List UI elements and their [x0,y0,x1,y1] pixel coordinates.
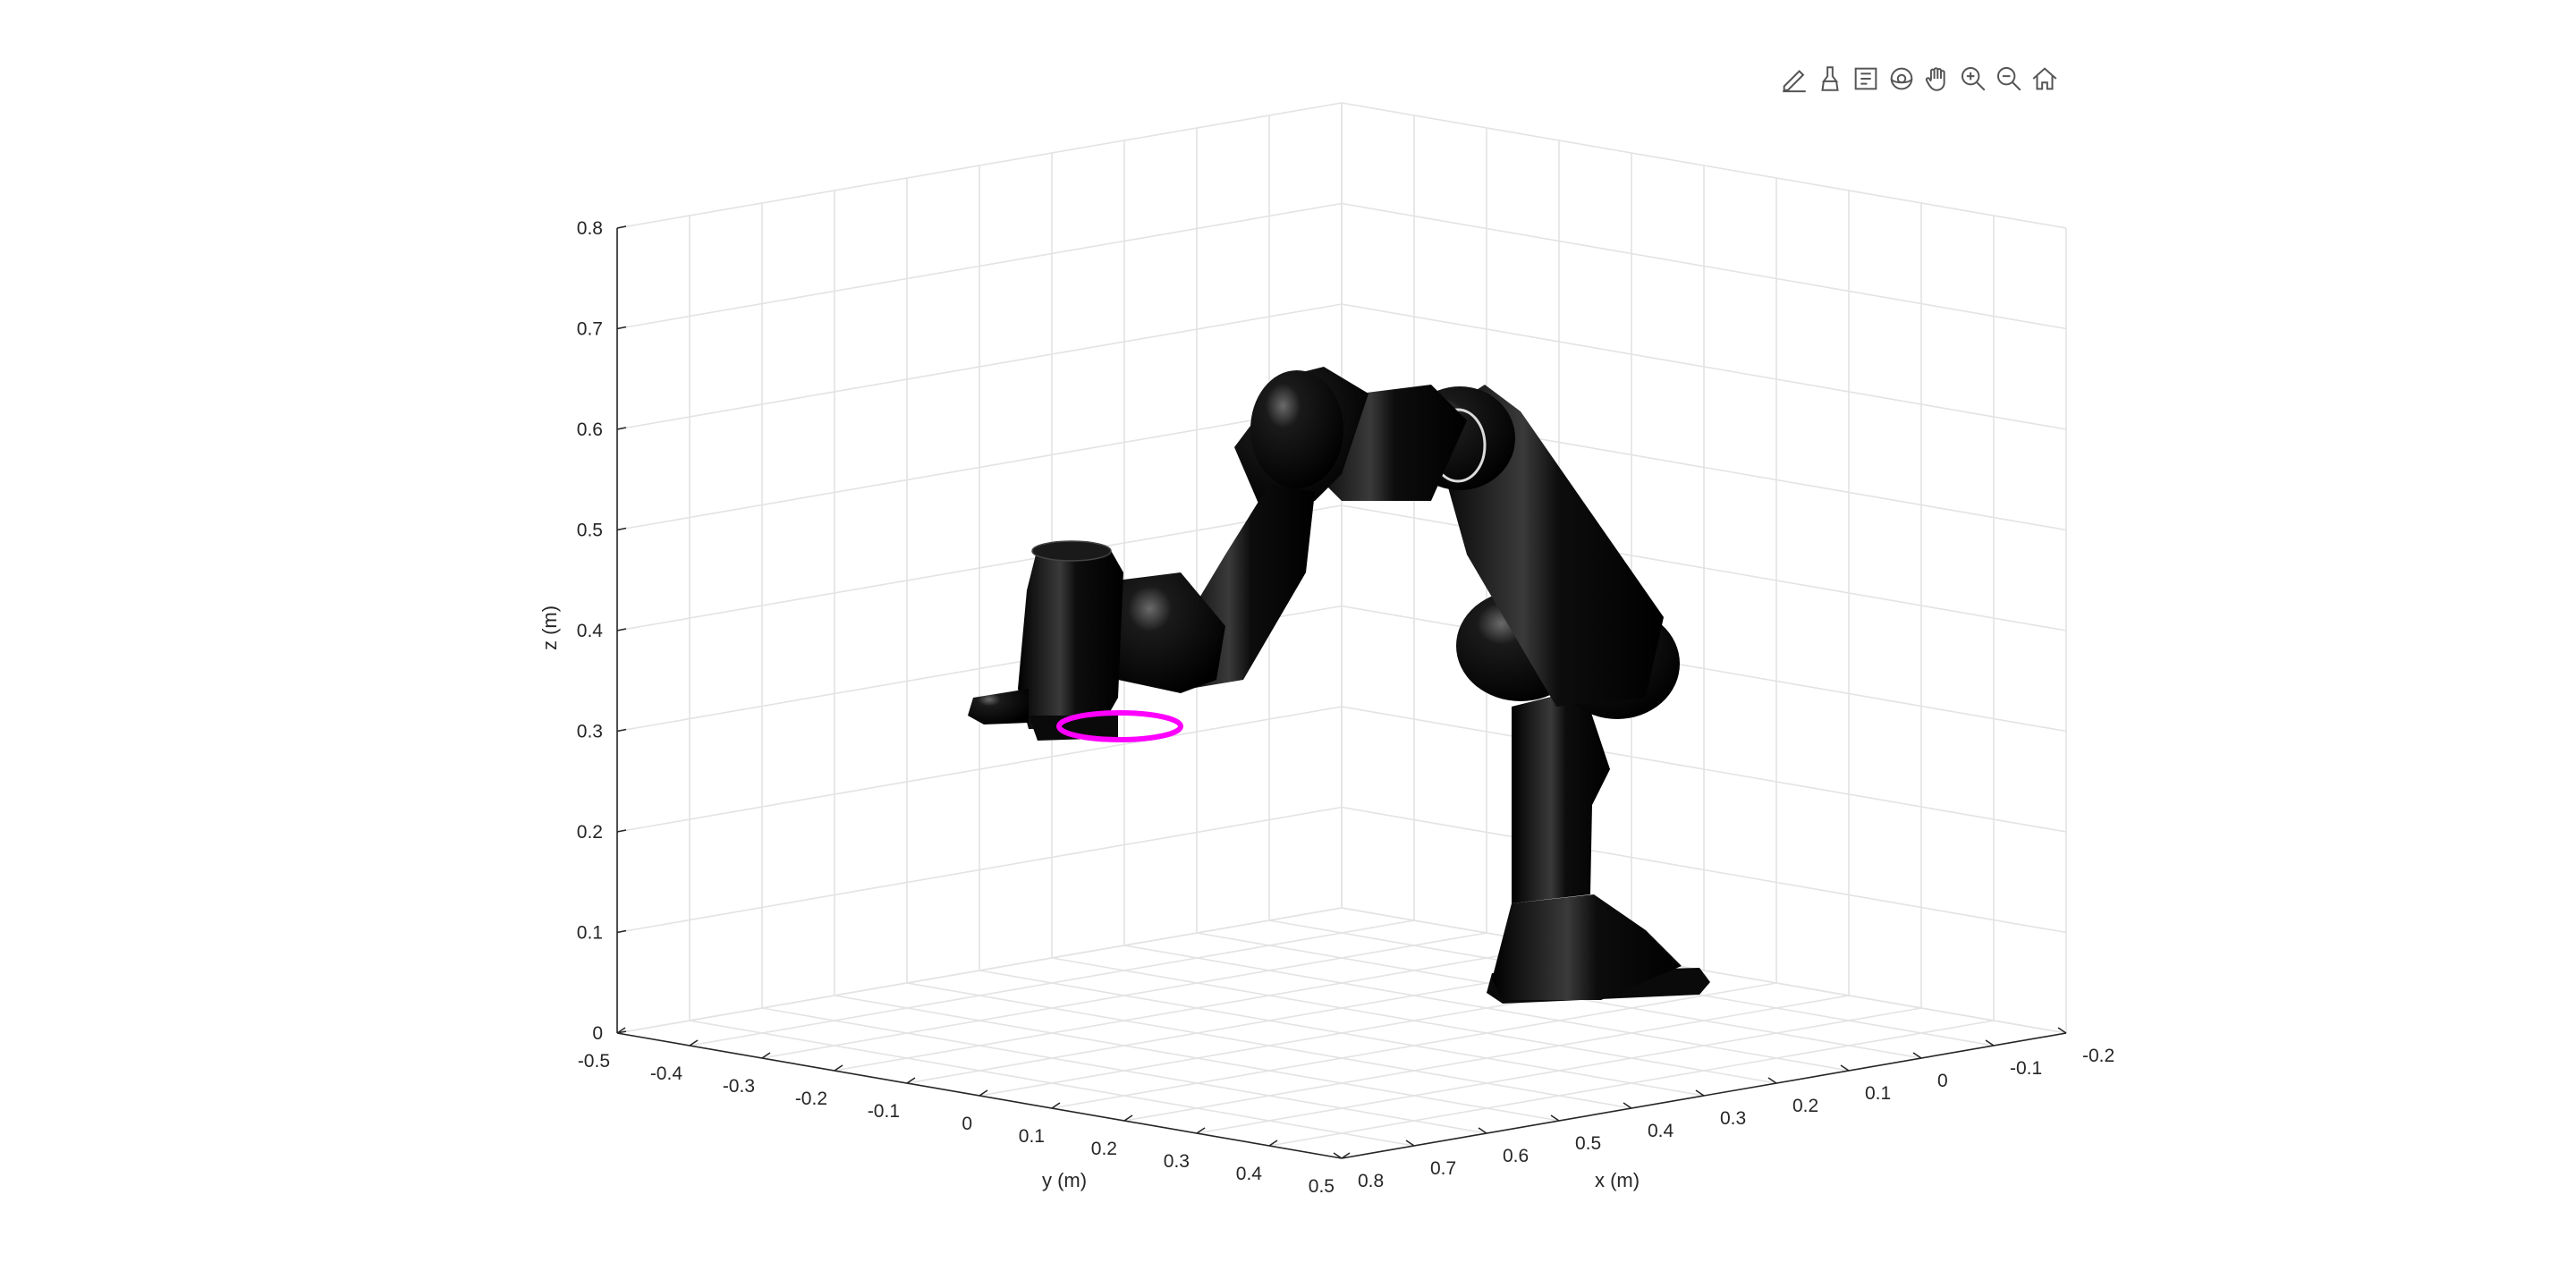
z-axis-label: z (m) [538,606,561,650]
x-tick-label: 0.1 [1865,1083,1891,1104]
target-ring [1056,710,1183,742]
y-tick-label: 0.1 [1019,1126,1045,1147]
x-tick-label: -0.2 [2082,1046,2114,1066]
grid-lines [616,102,2067,1159]
x-tick-label: 0.2 [1792,1096,1818,1116]
robot-joint-5 [1250,370,1343,488]
zoom-in-icon[interactable] [1955,59,1991,98]
y-tick-label: -0.2 [795,1089,827,1109]
home-icon[interactable] [2027,59,2063,98]
x-tick-label: 0.4 [1648,1121,1674,1141]
x-tick-label: 0.7 [1430,1158,1456,1179]
robot-link-6 [1109,572,1225,693]
rotate-3d-icon[interactable] [1884,59,1919,98]
y-tick-label: -0.4 [650,1063,683,1084]
y-tick-label: 0.3 [1164,1151,1190,1172]
x-axis-label: x (m) [1595,1169,1640,1191]
z-tick-label: 0.8 [577,218,603,239]
z-axis-ticks: 0 0.1 0.2 0.3 0.4 0.5 0.6 0.7 0.8 [577,218,627,1044]
edit-plot-icon[interactable] [1776,59,1812,98]
robot-hand [1018,547,1123,729]
robot-base-foot [1492,894,1682,1000]
x-tick-label: 0.6 [1503,1146,1529,1166]
z-tick-label: 0.7 [577,319,603,340]
axes-toolbar [1776,59,2063,98]
x-axis-ticks: 0.8 0.7 0.6 0.5 0.4 0.3 0.2 0.1 0 -0.1 -0.2 [1333,1027,2114,1191]
y-tick-label: -0.3 [723,1076,755,1097]
zoom-out-icon[interactable] [1991,59,2027,98]
z-tick-label: 0.6 [577,419,603,440]
pan-icon[interactable] [1919,59,1955,98]
x-tick-label: 0 [1937,1071,1948,1091]
brush-icon[interactable] [1812,59,1848,98]
robot-arm-model [968,367,1710,1004]
y-axis-label: y (m) [1042,1169,1087,1191]
robot-gripper [968,689,1029,724]
y-tick-label: 0.5 [1309,1176,1335,1197]
x-tick-label: -0.1 [2010,1058,2042,1079]
robot-hand-top [1031,540,1112,562]
robot-finger [1029,716,1118,741]
z-tick-label: 0.5 [577,521,603,541]
robot-link-1 [1512,689,1610,903]
z-tick-label: 0.2 [577,822,603,843]
z-tick-label: 0.3 [577,722,603,742]
x-tick-label: 0.3 [1720,1108,1746,1129]
y-tick-label: 0.4 [1236,1164,1263,1184]
y-tick-label: 0.2 [1091,1139,1117,1159]
data-tips-icon[interactable] [1848,59,1884,98]
y-tick-label: -0.5 [578,1051,610,1072]
z-tick-label: 0 [592,1023,603,1044]
z-tick-label: 0.4 [577,621,604,641]
z-tick-label: 0.1 [577,923,603,944]
y-tick-label: -0.1 [868,1101,900,1122]
x-tick-label: 0.5 [1575,1133,1601,1154]
x-tick-label: 0.8 [1358,1171,1384,1191]
y-tick-label: 0 [962,1114,972,1134]
y-axis-ticks: -0.5 -0.4 -0.3 -0.2 -0.1 0 0.1 0.2 0.3 0.4 0.5 [578,1027,1351,1197]
